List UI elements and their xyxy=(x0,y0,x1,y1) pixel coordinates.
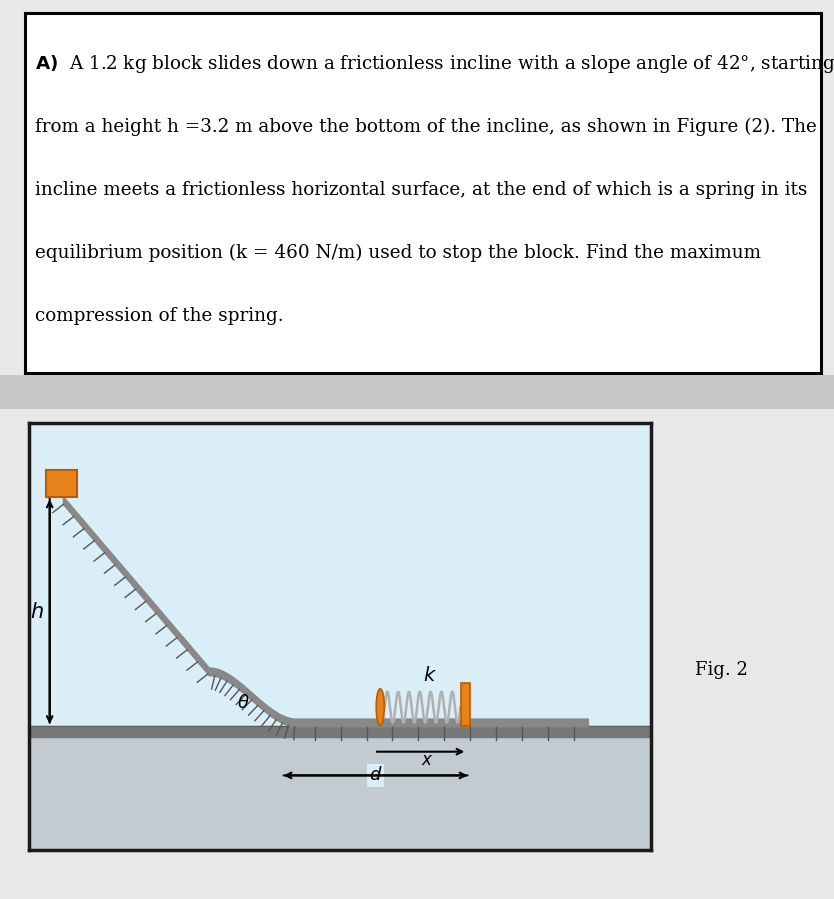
Polygon shape xyxy=(63,496,589,726)
Text: $d$: $d$ xyxy=(369,767,382,785)
Text: from a height h =3.2 m above the bottom of the incline, as shown in Figure (2). : from a height h =3.2 m above the bottom … xyxy=(35,118,817,136)
Text: $\theta$: $\theta$ xyxy=(237,694,250,712)
Text: $k$: $k$ xyxy=(423,666,437,685)
Bar xyxy=(461,683,470,725)
Text: $x$: $x$ xyxy=(420,752,433,769)
Text: $\mathbf{A)}$  A 1.2 kg block slides down a frictionless incline with a slope an: $\mathbf{A)}$ A 1.2 kg block slides down… xyxy=(35,53,834,75)
Ellipse shape xyxy=(376,689,384,725)
Bar xyxy=(46,470,77,496)
Text: $h$: $h$ xyxy=(30,601,44,622)
Text: incline meets a frictionless horizontal surface, at the end of which is a spring: incline meets a frictionless horizontal … xyxy=(35,181,808,199)
Text: compression of the spring.: compression of the spring. xyxy=(35,307,284,325)
Text: Fig. 2: Fig. 2 xyxy=(695,661,748,679)
Text: equilibrium position (k = 460 N/m) used to stop the block. Find the maximum: equilibrium position (k = 460 N/m) used … xyxy=(35,244,761,262)
